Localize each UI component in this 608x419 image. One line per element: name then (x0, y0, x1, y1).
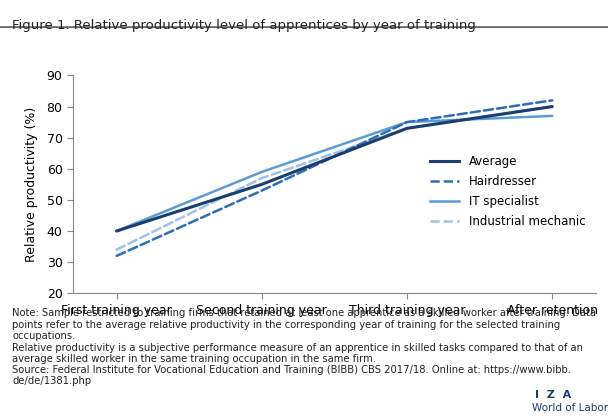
Text: World of Labor: World of Labor (532, 403, 608, 413)
Text: Source: Federal Institute for Vocational Education and Training (BIBB) CBS 2017/: Source: Federal Institute for Vocational… (12, 365, 571, 386)
Y-axis label: Relative productivity (%): Relative productivity (%) (25, 107, 38, 262)
Text: Figure 1. Relative productivity level of apprentices by year of training: Figure 1. Relative productivity level of… (12, 19, 476, 32)
Text: Note: Sample restricted to training firms that retained at least one apprentice : Note: Sample restricted to training firm… (12, 308, 596, 365)
Legend: Average, Hairdresser, IT specialist, Industrial mechanic: Average, Hairdresser, IT specialist, Ind… (425, 150, 590, 233)
Text: I  Z  A: I Z A (535, 390, 572, 400)
